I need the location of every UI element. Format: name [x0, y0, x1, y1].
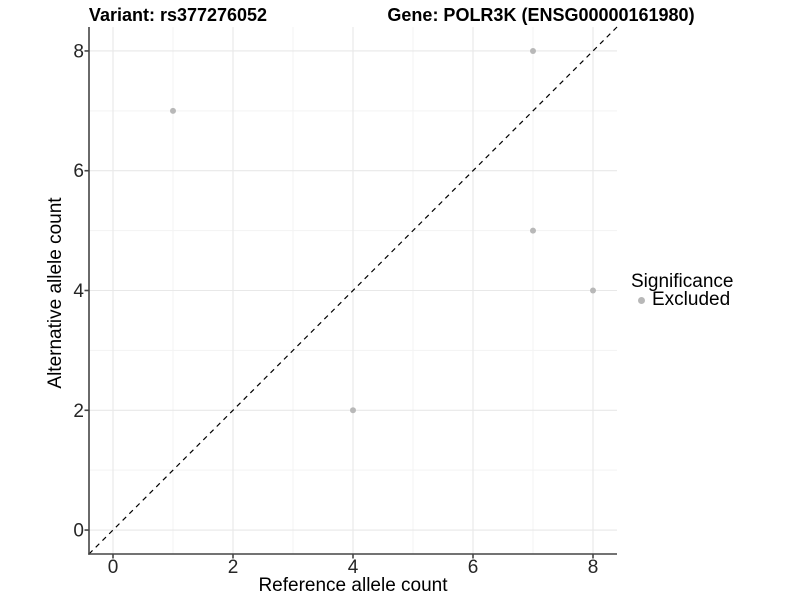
x-tick-label: 8 [588, 557, 599, 578]
data-point [590, 287, 596, 294]
y-tick-label: 4 [73, 281, 84, 302]
x-tick-label: 4 [348, 557, 359, 578]
plot-title-variant: Variant: rs377276052 [88, 5, 268, 25]
x-axis-title: Reference allele count [258, 575, 448, 596]
y-tick-label: 2 [73, 401, 84, 422]
data-point [170, 107, 176, 114]
x-tick-label: 6 [468, 557, 479, 578]
legend-title: Significance [631, 271, 734, 292]
legend-excluded-swatch-icon [638, 297, 645, 304]
x-tick-label: 2 [228, 557, 239, 578]
legend-excluded-label: Excluded [652, 289, 731, 310]
y-tick-label: 6 [73, 161, 84, 182]
identity-dashed-line [88, 26, 618, 555]
data-point [350, 407, 356, 414]
y-tick-label: 8 [73, 41, 84, 62]
y-axis-title: Alternative allele count [45, 197, 66, 389]
y-tick-label: 0 [73, 521, 84, 542]
data-point [530, 227, 536, 234]
plot-title-gene: Gene: POLR3K (ENSG00000161980) [387, 5, 695, 25]
data-point [530, 47, 536, 54]
x-tick-label: 0 [108, 557, 119, 578]
